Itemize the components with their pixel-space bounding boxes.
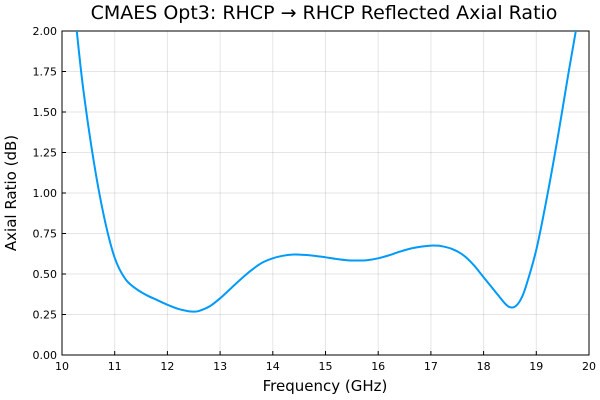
y-tick-label: 0.75 (33, 228, 58, 241)
series-layer (75, 30, 577, 313)
y-tick-label: 1.75 (33, 66, 58, 79)
x-tick-label: 14 (266, 360, 280, 373)
x-tick-label: 15 (319, 360, 333, 373)
y-tick-label: 0.00 (33, 349, 58, 362)
chart-title: CMAES Opt3: RHCP → RHCP Reflected Axial … (91, 2, 558, 24)
y-tick-label: 0.50 (33, 268, 58, 281)
y-tick-label: 1.25 (33, 147, 58, 160)
y-tick-label: 2.00 (33, 25, 58, 38)
x-tick-label: 11 (108, 360, 122, 373)
x-tick-label: 19 (529, 360, 543, 373)
x-axis-label: Frequency (GHz) (263, 377, 388, 395)
y-axis-label: Axial Ratio (dB) (2, 135, 20, 251)
x-tick-label: 13 (213, 360, 227, 373)
x-tick-label: 10 (55, 360, 69, 373)
x-tick-label: 20 (582, 360, 596, 373)
y-tick-label: 0.25 (33, 309, 58, 322)
x-tick-label: 18 (477, 360, 491, 373)
axis-ticks: 10 11 12 13 14 15 16 17 18 19 20 0.00 0.25 0.50 0.75 1.… (33, 25, 597, 373)
y-tick-label: 1.50 (33, 106, 58, 119)
x-tick-label: 16 (371, 360, 385, 373)
x-tick-label: 12 (160, 360, 174, 373)
x-tick-label: 17 (424, 360, 438, 373)
series-line-0 (75, 30, 577, 313)
y-tick-label: 1.00 (33, 187, 58, 200)
